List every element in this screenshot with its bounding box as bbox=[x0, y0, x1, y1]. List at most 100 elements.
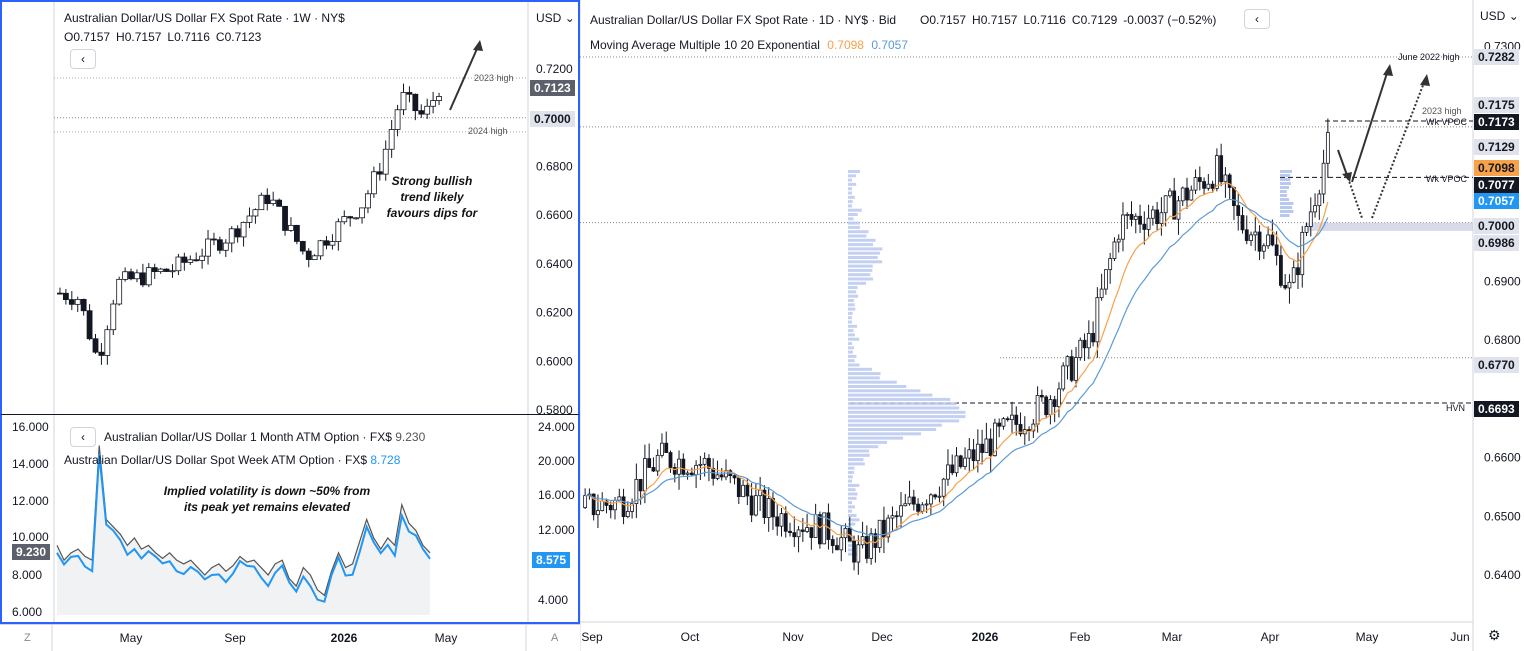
daily-candle bbox=[647, 458, 652, 468]
daily-collapse-button[interactable]: ‹ bbox=[1244, 9, 1270, 29]
volume-profile-bar bbox=[848, 415, 966, 419]
auto-scale-button[interactable]: A bbox=[551, 632, 559, 644]
weekly-candle bbox=[139, 272, 146, 286]
daily-price-tick: 0.6600 bbox=[1484, 451, 1521, 465]
daily-candle bbox=[1189, 189, 1194, 201]
volume-profile-bar bbox=[848, 324, 858, 328]
daily-candle bbox=[1176, 200, 1181, 220]
volume-profile-bar bbox=[848, 251, 880, 255]
weekly-candle bbox=[62, 292, 69, 300]
weekly-candle bbox=[151, 267, 158, 272]
volume-profile-bar bbox=[848, 410, 966, 414]
weekly-candle bbox=[359, 207, 365, 219]
volume-profile-bar bbox=[848, 496, 857, 500]
daily-candle bbox=[1001, 418, 1006, 427]
daily-candle bbox=[1313, 205, 1317, 213]
weekly-currency-select[interactable]: USD ⌄ bbox=[536, 11, 575, 25]
volatility-chart[interactable]: 16.000 14.000 12.000 10.000 8.000 6.000 24.000… bbox=[2, 415, 580, 624]
volume-profile-bar bbox=[848, 428, 937, 431]
chevron-down-icon: ⌄ bbox=[1508, 9, 1519, 23]
daily-candle bbox=[788, 530, 792, 534]
volatility-pane: 16.000 14.000 12.000 10.000 8.000 6.000 24.000… bbox=[0, 414, 580, 624]
daily-candle bbox=[792, 532, 797, 538]
weekly-candle bbox=[74, 298, 81, 305]
daily-candle bbox=[1308, 211, 1313, 227]
weekly-candle bbox=[193, 259, 200, 262]
weekly-candle bbox=[382, 148, 389, 175]
daily-candle bbox=[1112, 241, 1117, 259]
volume-profile-bar bbox=[848, 380, 897, 384]
weekly-candle bbox=[400, 92, 407, 111]
daily-candle bbox=[1133, 215, 1138, 220]
daily-ma-legend: Moving Average Multiple 10 20 Exponentia… bbox=[590, 38, 908, 52]
volume-profile-bar bbox=[848, 436, 904, 440]
daily-candle bbox=[655, 454, 660, 472]
daily-candle bbox=[749, 495, 754, 516]
daily-high: H0.7157 bbox=[972, 13, 1018, 27]
daily-time-label: Sep bbox=[581, 630, 603, 644]
daily-candle bbox=[1129, 214, 1134, 220]
weekly-collapse-button[interactable]: ‹ bbox=[70, 49, 96, 69]
vol-annotation-line1: Implied volatility is down ~50% from bbox=[163, 484, 371, 498]
daily-candle bbox=[856, 544, 861, 563]
settings-gear-icon[interactable]: ⚙ bbox=[1488, 627, 1501, 643]
daily-candle bbox=[950, 464, 955, 474]
daily-candle bbox=[1180, 187, 1185, 202]
weekly-candle bbox=[376, 171, 383, 175]
wk-vpoc-label-2: Wk VPOC bbox=[1426, 174, 1468, 184]
volume-profile-bar bbox=[848, 217, 854, 221]
daily-candle bbox=[608, 505, 613, 511]
daily-price-tick: 0.6800 bbox=[1484, 333, 1521, 347]
daily-candle bbox=[1317, 193, 1322, 207]
weekly-candle bbox=[335, 221, 342, 242]
volume-profile-bar bbox=[848, 299, 854, 302]
volume-profile-bar bbox=[848, 458, 864, 462]
weekly-candle bbox=[169, 270, 176, 273]
weekly-open: O0.7157 bbox=[64, 30, 111, 44]
volume-profile-bar bbox=[1280, 202, 1294, 205]
daily-candle bbox=[1249, 234, 1253, 241]
weekly-candle bbox=[240, 221, 247, 238]
daily-candle bbox=[677, 458, 681, 475]
daily-candle bbox=[1321, 162, 1326, 195]
daily-candle bbox=[1291, 267, 1296, 283]
daily-candle bbox=[1116, 238, 1121, 243]
volume-profile-bar bbox=[848, 195, 855, 199]
weekly-time-label: May bbox=[120, 631, 143, 645]
vol-collapse-button[interactable]: ‹ bbox=[70, 427, 96, 447]
volume-profile-bar bbox=[848, 471, 854, 474]
daily-candle bbox=[1223, 174, 1228, 183]
daily-time-label: Jun bbox=[1450, 630, 1469, 644]
volume-profile-bar bbox=[848, 225, 860, 229]
vol-line1-legend: Australian Dollar/US Dollar 1 Month ATM … bbox=[104, 430, 425, 444]
weekly-chart[interactable]: 0.7200 0.6800 0.6600 0.6400 0.6200 0.6000 0.58… bbox=[2, 2, 580, 416]
daily-candle bbox=[591, 493, 596, 516]
daily-candle bbox=[1304, 226, 1309, 233]
weekly-low: L0.7116 bbox=[167, 30, 210, 44]
timezone-toggle-button[interactable]: Z bbox=[24, 632, 31, 644]
daily-candle bbox=[753, 495, 758, 516]
weekly-candle bbox=[181, 256, 188, 263]
weekly-ohlc: O0.7157 H0.7157 L0.7116 C0.7123 bbox=[64, 30, 267, 44]
daily-candle bbox=[783, 513, 788, 532]
daily-candle bbox=[1150, 209, 1155, 219]
support-zone bbox=[1305, 222, 1473, 231]
daily-candle bbox=[1197, 177, 1202, 182]
weekly-candle bbox=[116, 278, 123, 305]
daily-title: Australian Dollar/US Dollar FX Spot Rate… bbox=[590, 13, 897, 27]
volume-profile-bar bbox=[848, 234, 867, 238]
daily-price-tag: 0.6693 bbox=[1474, 401, 1519, 417]
daily-change: -0.0037 (−0.52%) bbox=[1123, 13, 1217, 27]
daily-candle bbox=[1266, 234, 1271, 247]
daily-candle bbox=[1210, 183, 1215, 189]
volume-profile-bar bbox=[848, 359, 855, 363]
daily-price-tick: 0.6900 bbox=[1484, 274, 1521, 288]
volume-profile-bar bbox=[1280, 190, 1287, 193]
weekly-candle bbox=[199, 255, 206, 261]
weekly-candle bbox=[347, 216, 354, 219]
daily-price-tick: 0.6400 bbox=[1484, 568, 1521, 582]
daily-price-tag: 0.7282 bbox=[1474, 49, 1519, 65]
weekly-candle bbox=[92, 338, 99, 353]
daily-currency-select[interactable]: USD ⌄ bbox=[1480, 9, 1519, 23]
